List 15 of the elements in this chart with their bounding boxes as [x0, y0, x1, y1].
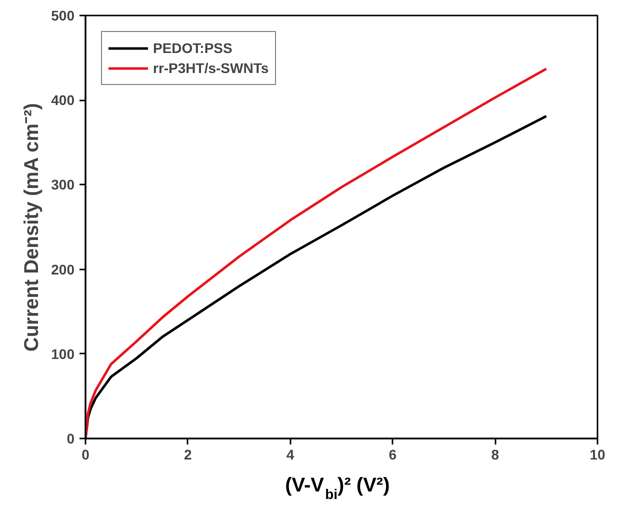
y-tick-label: 400	[51, 92, 75, 108]
y-tick-label: 300	[51, 176, 75, 193]
x-tick-label: 2	[184, 446, 192, 462]
y-tick-label: 500	[51, 8, 75, 24]
y-axis-title: Current Density (mA cm⁻²)	[21, 103, 44, 352]
x-tick-label: 6	[388, 446, 397, 462]
x-tick-label: 0	[82, 446, 90, 462]
x-tick-label: 8	[491, 446, 500, 462]
y-tick-label: 100	[51, 346, 75, 362]
legend-label: rr-P3HT/s-SWNTs	[153, 60, 269, 76]
y-tick-label: 200	[51, 261, 75, 278]
x-tick-label: 10	[590, 446, 606, 462]
y-tick-label: 0	[66, 430, 75, 446]
legend-label: PEDOT:PSS	[153, 40, 232, 56]
x-tick-label: 4	[286, 446, 294, 462]
